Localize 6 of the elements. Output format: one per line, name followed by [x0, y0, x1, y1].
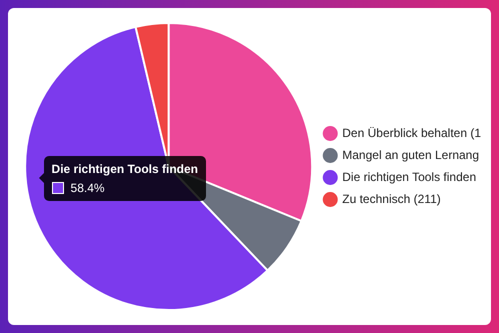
- legend-label: Mangel an guten Lernang: [342, 148, 480, 162]
- text: 58.4%: [70, 180, 105, 195]
- slice-label: Die richtigen Tools finden: [52, 162, 198, 176]
- legend-label: Den Überblick behalten (1: [342, 126, 482, 140]
- legend-label: Zu technisch (211): [342, 192, 441, 206]
- legend-label: Die richtigen Tools finden: [342, 170, 476, 184]
